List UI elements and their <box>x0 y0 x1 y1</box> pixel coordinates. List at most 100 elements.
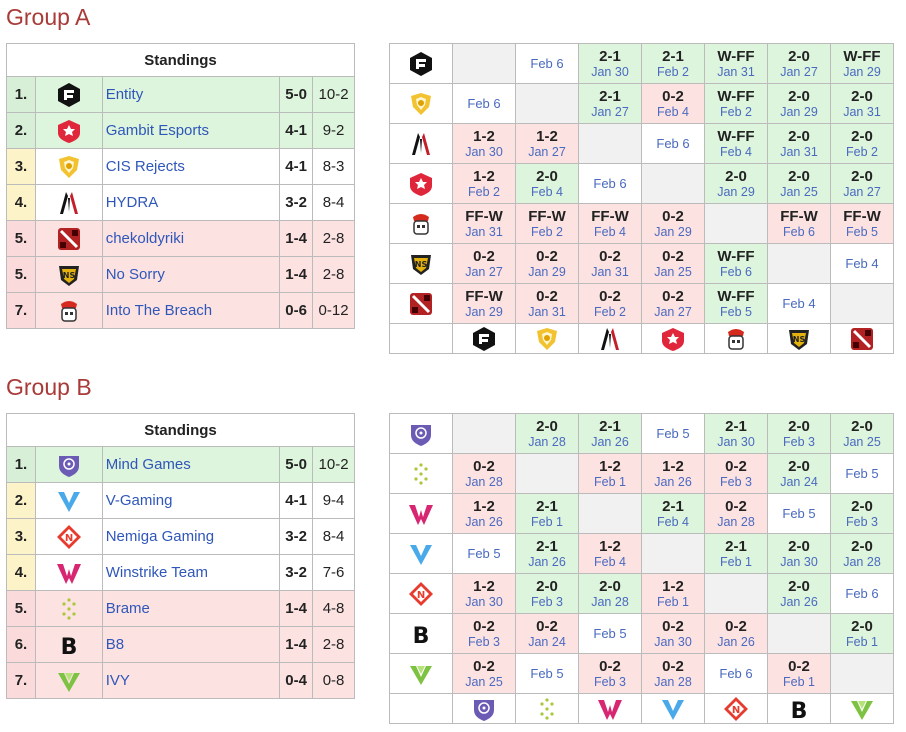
match-date[interactable]: Feb 1 <box>783 674 815 689</box>
match-date[interactable]: Jan 29 <box>528 264 566 279</box>
match-date[interactable]: Feb 2 <box>594 304 626 319</box>
match-date[interactable]: Feb 1 <box>531 514 563 529</box>
match-date[interactable]: Jan 26 <box>465 514 503 529</box>
match-date[interactable]: Jan 28 <box>528 434 566 449</box>
match-date[interactable]: Jan 28 <box>717 514 755 529</box>
match-date[interactable]: Feb 1 <box>594 474 626 489</box>
match-date[interactable]: Jan 31 <box>780 144 818 159</box>
team-name-link[interactable]: V-Gaming <box>101 482 281 519</box>
match-date[interactable]: Feb 2 <box>846 144 878 159</box>
match-date[interactable]: Jan 27 <box>780 64 818 79</box>
match-date[interactable]: Jan 29 <box>717 184 755 199</box>
match-date[interactable]: Feb 4 <box>782 296 816 311</box>
team-name-link[interactable]: Mind Games <box>101 446 281 483</box>
team-name-link[interactable]: Entity <box>101 76 281 113</box>
match-date[interactable]: Jan 31 <box>591 264 629 279</box>
match-date[interactable]: Jan 30 <box>717 434 755 449</box>
match-date[interactable]: Feb 2 <box>720 104 752 119</box>
match-date[interactable]: Feb 5 <box>530 666 564 681</box>
match-date[interactable]: Jan 26 <box>780 594 818 609</box>
match-date[interactable]: Feb 4 <box>594 554 626 569</box>
match-date[interactable]: Feb 3 <box>846 514 878 529</box>
match-date[interactable]: Jan 31 <box>465 224 503 239</box>
team-name-link[interactable]: IVY <box>101 662 281 699</box>
match-date[interactable]: Feb 1 <box>720 554 752 569</box>
match-date[interactable]: Jan 29 <box>780 104 818 119</box>
match-date[interactable]: Feb 6 <box>593 176 627 191</box>
match-date[interactable]: Jan 26 <box>717 634 755 649</box>
match-date[interactable]: Jan 27 <box>591 104 629 119</box>
match-date[interactable]: Jan 25 <box>465 674 503 689</box>
match-date[interactable]: Jan 29 <box>843 64 881 79</box>
team-name-link[interactable]: Winstrike Team <box>101 554 281 591</box>
match-date[interactable]: Jan 28 <box>843 554 881 569</box>
match-date[interactable]: Jan 30 <box>654 634 692 649</box>
match-date[interactable]: Feb 1 <box>657 594 689 609</box>
match-date[interactable]: Feb 5 <box>467 546 501 561</box>
match-date[interactable]: Feb 6 <box>720 264 752 279</box>
match-date[interactable]: Jan 30 <box>465 594 503 609</box>
match-date[interactable]: Jan 25 <box>654 264 692 279</box>
match-date[interactable]: Feb 6 <box>467 96 501 111</box>
match-date[interactable]: Jan 30 <box>465 144 503 159</box>
match-date[interactable]: Jan 31 <box>843 104 881 119</box>
match-date[interactable]: Feb 5 <box>656 426 690 441</box>
match-date[interactable]: Feb 5 <box>782 506 816 521</box>
match-date[interactable]: Feb 6 <box>845 586 879 601</box>
match-date[interactable]: Jan 24 <box>528 634 566 649</box>
team-name-link[interactable]: Brame <box>101 590 281 627</box>
match-date[interactable]: Jan 26 <box>654 474 692 489</box>
match-date[interactable]: Feb 4 <box>720 144 752 159</box>
match-date[interactable]: Feb 2 <box>531 224 563 239</box>
match-date[interactable]: Feb 3 <box>594 674 626 689</box>
match-date[interactable]: Jan 28 <box>654 674 692 689</box>
match-date[interactable]: Jan 31 <box>717 64 755 79</box>
match-date[interactable]: Feb 4 <box>657 514 689 529</box>
team-name-link[interactable]: HYDRA <box>101 184 281 221</box>
match-date[interactable]: Feb 3 <box>783 434 815 449</box>
match-date[interactable]: Jan 26 <box>591 434 629 449</box>
team-name-link[interactable]: CIS Rejects <box>101 148 281 185</box>
match-date[interactable]: Jan 25 <box>780 184 818 199</box>
match-date[interactable]: Feb 6 <box>783 224 815 239</box>
match-date[interactable]: Feb 2 <box>468 184 500 199</box>
match-date[interactable]: Feb 4 <box>594 224 626 239</box>
team-name-link[interactable]: Gambit Esports <box>101 112 281 149</box>
crosstable-cell: 2-1 Feb 1 <box>704 533 768 574</box>
match-date[interactable]: Feb 5 <box>720 304 752 319</box>
match-date[interactable]: Feb 5 <box>846 224 878 239</box>
match-date[interactable]: Feb 6 <box>719 666 753 681</box>
match-date[interactable]: Jan 27 <box>528 144 566 159</box>
crosstable-row: FF-W Jan 29 0-2 Jan 31 0-2 Feb 2 0-2 Jan 27 W-FF… <box>389 283 894 324</box>
match-date[interactable]: Jan 28 <box>591 594 629 609</box>
match-date[interactable]: Jan 30 <box>780 554 818 569</box>
match-date[interactable]: Feb 4 <box>531 184 563 199</box>
match-date[interactable]: Jan 26 <box>528 554 566 569</box>
match-date[interactable]: Feb 2 <box>657 64 689 79</box>
match-date[interactable]: Jan 28 <box>465 474 503 489</box>
team-name-link[interactable]: Nemiga Gaming <box>101 518 281 555</box>
match-date[interactable]: Feb 6 <box>530 56 564 71</box>
match-date[interactable]: Jan 27 <box>843 184 881 199</box>
team-name-link[interactable]: B8 <box>101 626 281 663</box>
match-date[interactable]: Feb 3 <box>468 634 500 649</box>
team-name-link[interactable]: No Sorry <box>101 256 281 293</box>
match-date[interactable]: Feb 1 <box>846 634 878 649</box>
match-date[interactable]: Jan 29 <box>465 304 503 319</box>
match-date[interactable]: Jan 25 <box>843 434 881 449</box>
match-date[interactable]: Feb 3 <box>531 594 563 609</box>
team-name-link[interactable]: chekoldyriki <box>101 220 281 257</box>
match-date[interactable]: Feb 5 <box>845 466 879 481</box>
match-date[interactable]: Feb 4 <box>845 256 879 271</box>
match-date[interactable]: Feb 4 <box>657 104 689 119</box>
match-date[interactable]: Feb 6 <box>656 136 690 151</box>
match-date[interactable]: Jan 27 <box>465 264 503 279</box>
team-name-link[interactable]: Into The Breach <box>101 292 281 329</box>
match-date[interactable]: Jan 31 <box>528 304 566 319</box>
match-date[interactable]: Jan 24 <box>780 474 818 489</box>
match-date[interactable]: Feb 5 <box>593 626 627 641</box>
match-date[interactable]: Jan 29 <box>654 224 692 239</box>
match-date[interactable]: Feb 3 <box>720 474 752 489</box>
match-date[interactable]: Jan 30 <box>591 64 629 79</box>
match-date[interactable]: Jan 27 <box>654 304 692 319</box>
